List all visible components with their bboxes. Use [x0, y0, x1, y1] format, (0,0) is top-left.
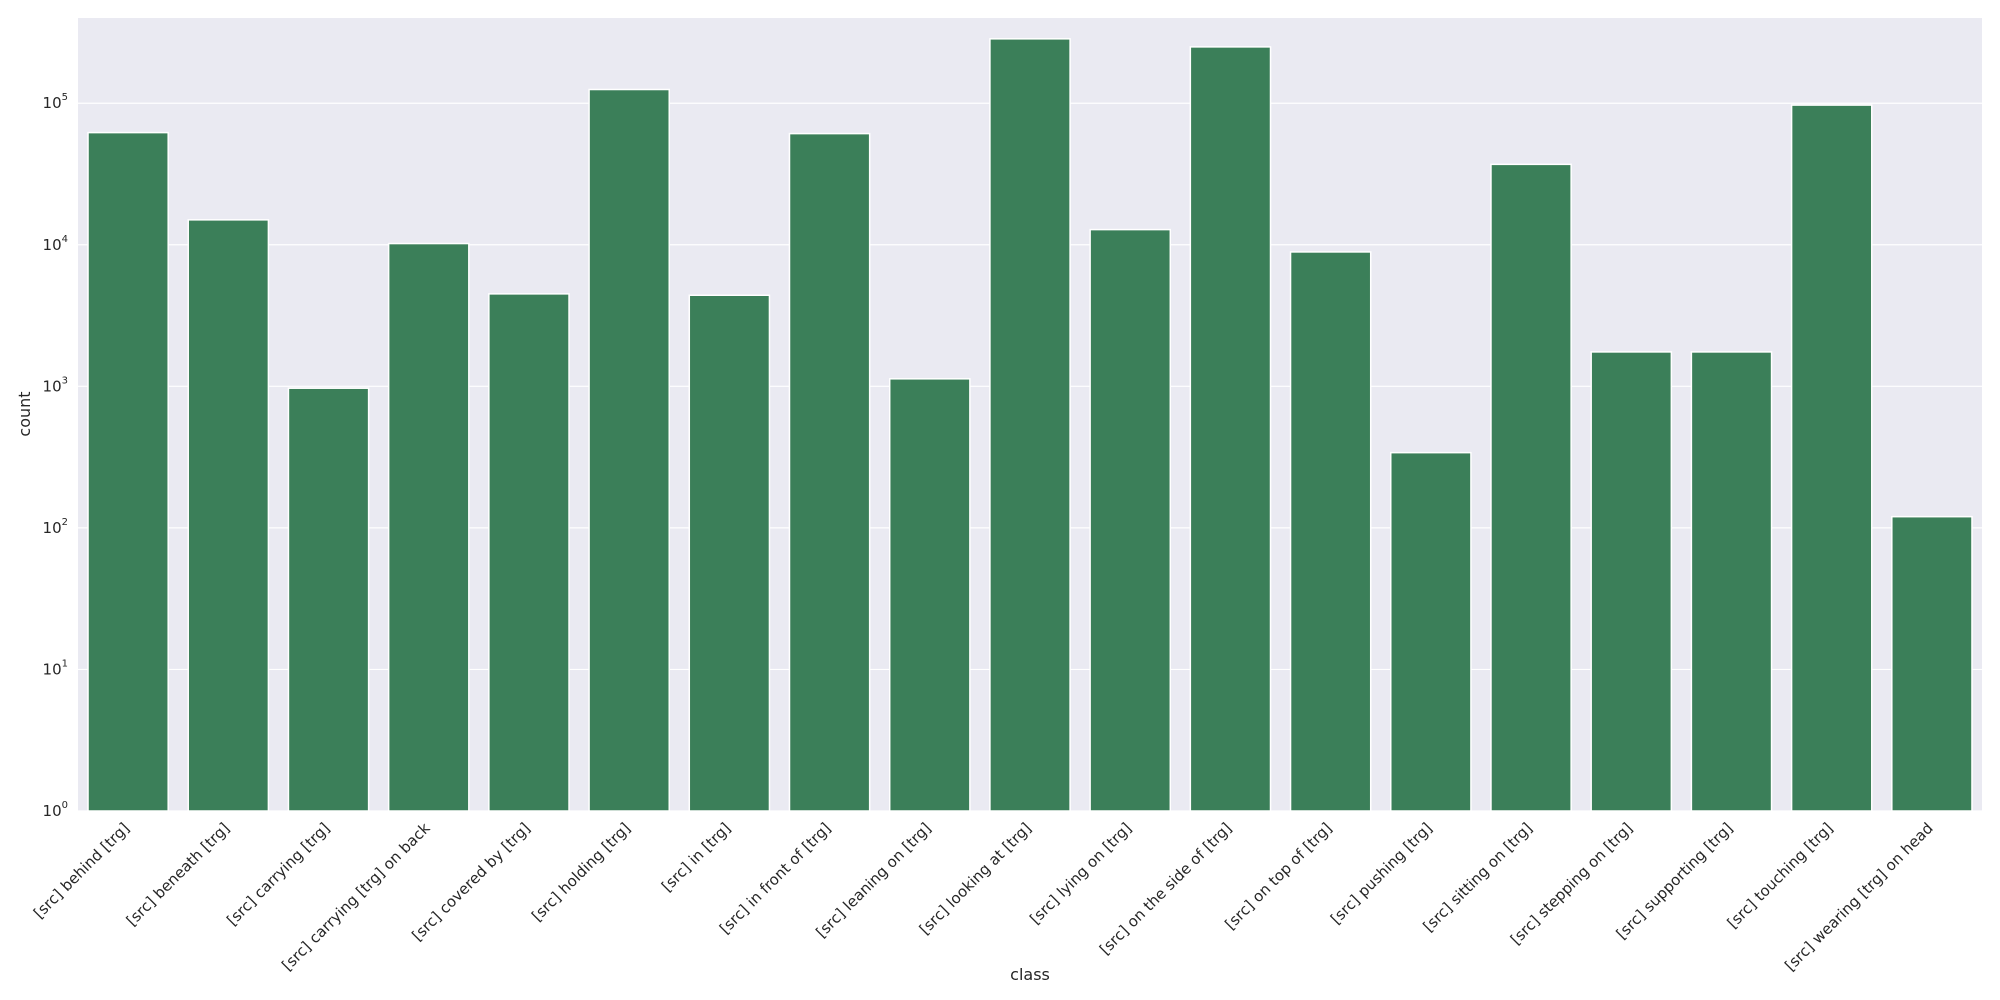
- x-tick-label: [src] on top of [trg]: [1221, 819, 1335, 933]
- bar: [888, 378, 971, 812]
- bar: [1289, 251, 1372, 812]
- x-axis-label: class: [1010, 965, 1050, 984]
- bar: [287, 387, 370, 812]
- x-tick-label: [src] touching [trg]: [1724, 819, 1837, 932]
- bar: [1790, 104, 1873, 812]
- bar: [1490, 163, 1572, 812]
- x-tick-label: [src] in [trg]: [658, 819, 734, 895]
- y-tick-label: 102: [43, 517, 68, 537]
- x-tick-label: [src] holding [trg]: [528, 819, 634, 925]
- y-tick-label: 105: [43, 92, 68, 112]
- bar: [1590, 351, 1673, 812]
- x-tick-label: [src] in front of [trg]: [716, 819, 834, 937]
- x-tick-label: [src] behind [trg]: [30, 819, 133, 922]
- bar: [187, 219, 270, 812]
- y-axis-label: count: [15, 391, 34, 436]
- bar: [87, 131, 169, 812]
- bar: [989, 38, 1071, 812]
- y-tick-label: 104: [43, 234, 68, 254]
- bar: [1089, 228, 1172, 812]
- x-tick-label: [src] lying on [trg]: [1026, 819, 1135, 928]
- x-tick-label: [src] pushing [trg]: [1327, 819, 1436, 928]
- y-tick-label: 100: [43, 800, 68, 820]
- x-tick-label: [src] looking at [trg]: [916, 819, 1035, 938]
- x-axis-ticks: [src] behind [trg][src] beneath [trg][sr…: [30, 819, 1937, 975]
- x-tick-label: [src] beneath [trg]: [123, 819, 233, 929]
- bars: [87, 38, 1973, 812]
- bar: [1891, 515, 1973, 812]
- bar: [788, 132, 871, 812]
- bar: [488, 293, 570, 812]
- y-axis-ticks: 100 101 102 103 104 105: [43, 92, 68, 820]
- x-tick-label: [src] supporting [trg]: [1613, 819, 1737, 943]
- x-tick-label: [src] carrying [trg]: [223, 819, 333, 929]
- x-tick-label: [src] leaning on [trg]: [812, 819, 934, 941]
- y-tick-label: 103: [43, 375, 68, 395]
- bar: [1690, 351, 1773, 812]
- bar: [588, 88, 670, 812]
- x-tick-label: [src] sitting on [trg]: [1420, 819, 1536, 935]
- bar: [387, 242, 470, 812]
- bar: [1189, 46, 1272, 812]
- bar: [688, 294, 771, 812]
- bar: [1390, 451, 1472, 812]
- y-tick-label: 101: [43, 658, 68, 678]
